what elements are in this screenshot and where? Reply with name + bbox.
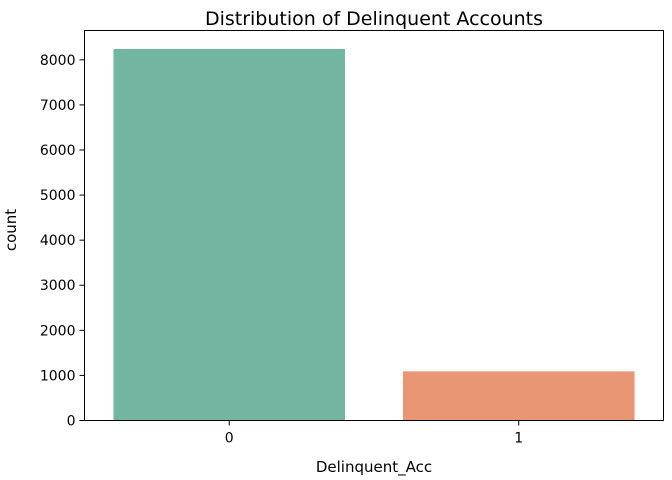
y-tick-label: 6000 bbox=[40, 143, 76, 159]
y-tick-label: 2000 bbox=[40, 323, 76, 339]
y-axis: 0 1000 2000 3000 4000 5000 6000 7000 8000 bbox=[40, 53, 85, 430]
y-tick-label: 3000 bbox=[40, 278, 76, 294]
chart-title: Distribution of Delinquent Accounts bbox=[205, 8, 543, 30]
y-tick-label: 7000 bbox=[40, 98, 76, 114]
x-axis-label: Delinquent_Acc bbox=[316, 458, 432, 477]
y-tick-label: 1000 bbox=[40, 368, 76, 384]
bars-group bbox=[113, 48, 635, 421]
y-axis-label: count bbox=[2, 209, 20, 251]
y-tick-label: 8000 bbox=[40, 53, 76, 69]
bar-0 bbox=[113, 48, 346, 421]
y-tick-label: 5000 bbox=[40, 188, 76, 204]
y-tick-label: 0 bbox=[67, 414, 76, 430]
plot-frame bbox=[84, 30, 664, 421]
x-tick-label: 0 bbox=[225, 431, 234, 447]
y-tick-label: 4000 bbox=[40, 233, 76, 249]
bar-1 bbox=[402, 371, 635, 421]
x-tick-label: 1 bbox=[514, 431, 523, 447]
